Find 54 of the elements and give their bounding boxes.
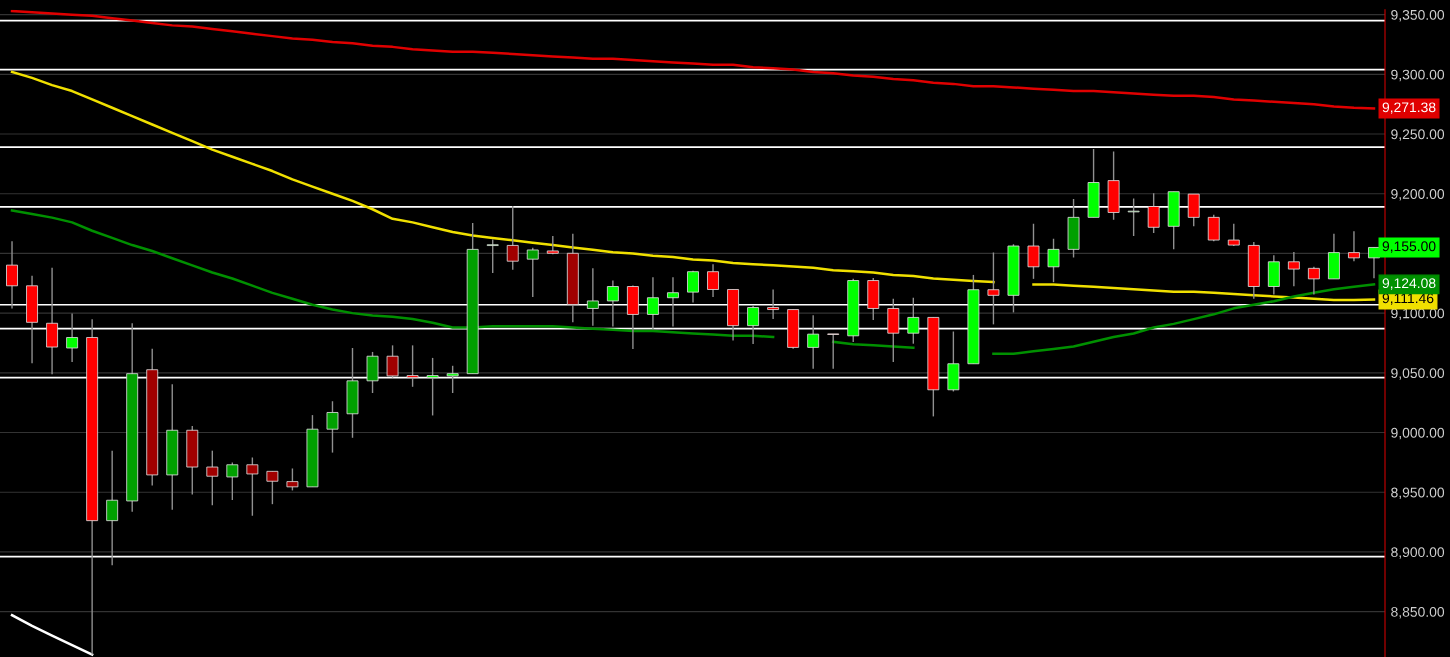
y-tick-label: 9,000.00 bbox=[1391, 427, 1445, 440]
y-tick-label: 9,250.00 bbox=[1391, 129, 1445, 141]
data-label: 9,271.38 bbox=[1382, 102, 1436, 114]
candlestick bbox=[206, 449, 219, 506]
candlestick bbox=[6, 240, 18, 310]
candlestick bbox=[266, 470, 279, 505]
candlestick bbox=[667, 276, 679, 328]
y-tick-label: 8,950.00 bbox=[1391, 487, 1445, 500]
candlestick bbox=[326, 400, 339, 454]
y-tick-label: 9,200.00 bbox=[1391, 189, 1445, 201]
candlestick bbox=[586, 267, 599, 327]
data-label: 9,111.46 bbox=[1382, 293, 1434, 305]
data-label: 9,124.08 bbox=[1382, 278, 1436, 290]
y-tick-label: 9,300.00 bbox=[1391, 69, 1445, 82]
y-tick-label: 8,900.00 bbox=[1391, 547, 1445, 559]
candlestick bbox=[46, 267, 58, 375]
candlestick bbox=[606, 279, 619, 328]
candlestick bbox=[1287, 251, 1300, 287]
candlestick bbox=[406, 344, 419, 388]
candlestick bbox=[526, 247, 539, 298]
candlestick bbox=[1307, 266, 1320, 296]
candlestick bbox=[246, 456, 259, 517]
line-series bbox=[10, 613, 94, 656]
candlestick bbox=[747, 305, 760, 345]
candlestick bbox=[687, 270, 699, 304]
candlestick bbox=[506, 205, 519, 271]
candlestick bbox=[767, 288, 780, 320]
candlestick bbox=[647, 276, 659, 330]
y-tick-label: 8,850.00 bbox=[1391, 606, 1445, 619]
candlestick bbox=[486, 238, 499, 274]
candlestick bbox=[1027, 223, 1040, 280]
candlestick bbox=[226, 461, 239, 501]
candlestick bbox=[386, 344, 399, 379]
candlestick bbox=[807, 314, 820, 370]
y-tick-label: 9,100.00 bbox=[1391, 308, 1445, 320]
candlestick bbox=[1348, 230, 1360, 262]
text: 9,155.00 bbox=[1382, 241, 1436, 253]
candlestick bbox=[426, 357, 439, 417]
candlestick bbox=[1147, 192, 1160, 234]
candlestick bbox=[106, 449, 119, 566]
y-tick-label: 9,350.00 bbox=[1391, 9, 1445, 22]
candlestick bbox=[446, 365, 459, 394]
candlestick bbox=[987, 251, 1000, 326]
y-tick-label: 9,050.00 bbox=[1391, 368, 1445, 380]
candlestick bbox=[827, 333, 840, 370]
candlestick bbox=[907, 297, 920, 345]
candlestick bbox=[66, 312, 79, 363]
candlestick bbox=[1207, 214, 1220, 242]
candlestick bbox=[286, 467, 299, 492]
line-series bbox=[10, 9, 1376, 110]
candlestick bbox=[1047, 238, 1060, 283]
candlestick bbox=[707, 263, 719, 298]
candlestick bbox=[1187, 193, 1200, 228]
candlestick bbox=[1127, 197, 1140, 237]
